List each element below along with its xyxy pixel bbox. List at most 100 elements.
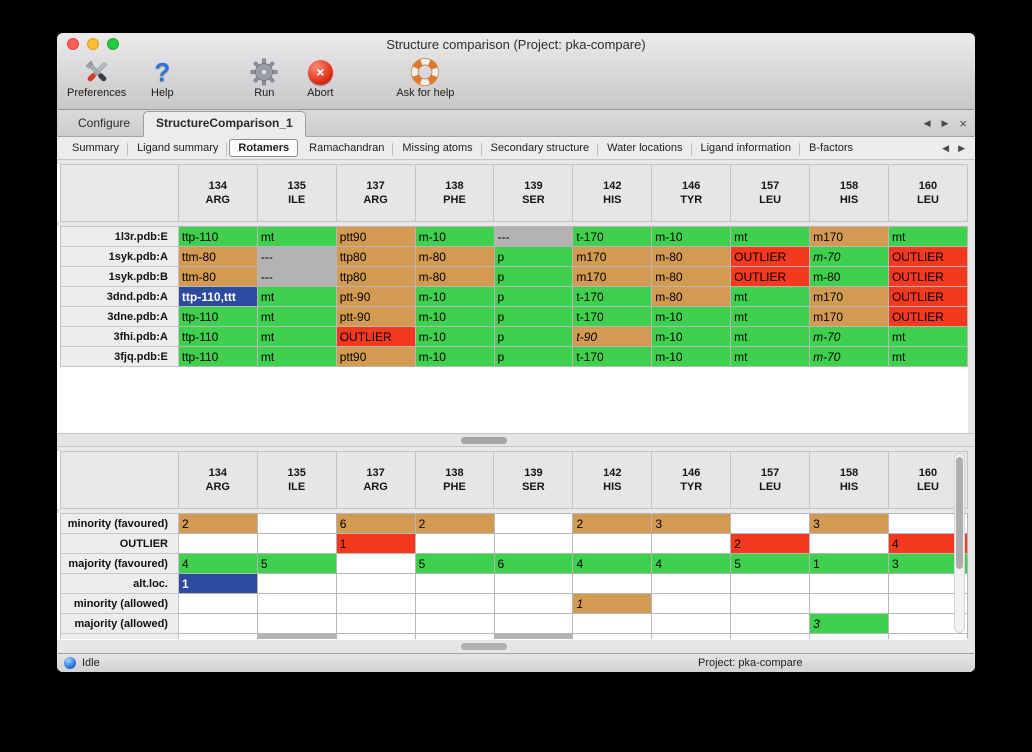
value-cell[interactable] — [177, 533, 258, 554]
value-cell[interactable]: --- — [256, 266, 337, 287]
value-cell[interactable]: m-10 — [651, 346, 732, 367]
value-cell[interactable]: p — [493, 346, 574, 367]
value-cell[interactable]: ttp-110 — [177, 226, 258, 247]
value-cell[interactable]: OUTLIER — [335, 326, 416, 347]
help-button[interactable]: ? Help — [142, 58, 182, 99]
subtab-ramachandran[interactable]: Ramachandran — [300, 139, 394, 157]
close-button[interactable] — [67, 38, 79, 50]
value-cell[interactable] — [177, 613, 258, 634]
value-cell[interactable] — [177, 593, 258, 614]
subtab-b-factors[interactable]: B-factors — [809, 142, 854, 154]
value-cell[interactable]: 1 — [572, 593, 653, 614]
tab-close-icon[interactable]: × — [959, 116, 967, 131]
value-cell[interactable]: 3 — [809, 613, 889, 634]
pane-splitter[interactable] — [57, 433, 975, 447]
value-cell[interactable] — [414, 573, 495, 594]
value-cell[interactable]: 4 — [177, 553, 258, 574]
column-header-138[interactable]: 138 PHE — [414, 451, 495, 509]
subtab-ligand-information[interactable]: Ligand information — [692, 139, 801, 157]
value-cell[interactable] — [493, 533, 574, 554]
value-cell[interactable]: OUTLIER — [730, 246, 811, 267]
value-cell[interactable]: t-170 — [572, 286, 653, 307]
value-cell[interactable]: OUTLIER — [887, 286, 968, 307]
value-cell[interactable]: 6 — [335, 513, 416, 534]
value-cell[interactable]: 5 — [730, 553, 811, 574]
value-cell[interactable]: 3 — [651, 513, 732, 534]
value-cell[interactable] — [809, 593, 889, 614]
value-cell[interactable]: t-170 — [572, 226, 653, 247]
value-cell[interactable]: mt — [730, 326, 811, 347]
value-cell[interactable]: m-10 — [651, 226, 732, 247]
value-cell[interactable]: ttp80 — [335, 246, 416, 267]
row-label[interactable]: OUTLIER — [60, 533, 179, 554]
value-cell[interactable] — [493, 613, 574, 634]
value-cell[interactable]: 3 — [809, 513, 889, 534]
value-cell[interactable]: OUTLIER — [887, 246, 968, 267]
subtab-summary[interactable]: Summary — [63, 139, 129, 157]
value-cell[interactable]: m-80 — [651, 246, 732, 267]
abort-button[interactable]: × Abort — [300, 58, 340, 99]
value-cell[interactable] — [651, 533, 732, 554]
value-cell[interactable]: 2 — [730, 533, 811, 554]
value-cell[interactable]: m170 — [572, 266, 653, 287]
value-cell[interactable] — [572, 613, 653, 634]
value-cell[interactable]: 2 — [177, 513, 258, 534]
value-cell[interactable]: p — [493, 286, 574, 307]
column-header-142[interactable]: 142 HIS — [572, 451, 653, 509]
tab-configure[interactable]: Configure — [78, 116, 131, 130]
row-label[interactable]: minority (allowed) — [60, 593, 179, 614]
column-header-146[interactable]: 146 TYR — [651, 164, 732, 222]
value-cell[interactable] — [730, 573, 811, 594]
value-cell[interactable]: m-10 — [414, 326, 495, 347]
value-cell[interactable]: --- — [256, 246, 337, 267]
value-cell[interactable]: mt — [887, 346, 968, 367]
value-cell[interactable]: OUTLIER — [887, 306, 968, 327]
column-header-157[interactable]: 157 LEU — [730, 164, 811, 222]
tab-structure-comparison-1[interactable]: StructureComparison_1 — [143, 111, 306, 137]
zoom-button[interactable] — [107, 38, 119, 50]
value-cell[interactable]: m-10 — [651, 326, 732, 347]
value-cell[interactable] — [730, 593, 811, 614]
value-cell[interactable] — [888, 513, 968, 534]
vertical-scrollbar[interactable] — [954, 453, 965, 633]
column-header-137[interactable]: 137 ARG — [335, 451, 416, 509]
value-cell[interactable]: m170 — [809, 286, 889, 307]
subtab-next-icon[interactable]: ▶ — [958, 142, 965, 153]
value-cell[interactable]: 5 — [256, 553, 337, 574]
value-cell[interactable]: ttp80 — [335, 266, 416, 287]
column-header-138[interactable]: 138 PHE — [414, 164, 495, 222]
value-cell[interactable]: mt — [256, 346, 337, 367]
value-cell[interactable]: m-10 — [414, 346, 495, 367]
column-header-160[interactable]: 160 LEU — [887, 164, 968, 222]
value-cell[interactable]: m-10 — [414, 306, 495, 327]
value-cell[interactable]: p — [493, 246, 574, 267]
value-cell[interactable]: mt — [730, 286, 811, 307]
column-header-137[interactable]: 137 ARG — [335, 164, 416, 222]
tab-next-icon[interactable]: ▶ — [941, 118, 949, 128]
value-cell[interactable]: ptt-90 — [335, 306, 416, 327]
value-cell[interactable]: 2 — [414, 513, 495, 534]
column-header-158[interactable]: 158 HIS — [809, 451, 889, 509]
value-cell[interactable]: t-170 — [572, 306, 653, 327]
value-cell[interactable]: mt — [256, 326, 337, 347]
value-cell[interactable]: OUTLIER — [887, 266, 968, 287]
value-cell[interactable]: m-70 — [809, 326, 889, 347]
value-cell[interactable]: mt — [887, 326, 968, 347]
value-cell[interactable] — [414, 533, 495, 554]
vertical-scrollbar-thumb[interactable] — [956, 457, 963, 569]
value-cell[interactable]: p — [493, 326, 574, 347]
value-cell[interactable] — [256, 613, 337, 634]
row-label[interactable]: majority (allowed) — [60, 613, 179, 634]
subtab-prev-icon[interactable]: ◀ — [942, 142, 950, 153]
value-cell[interactable]: 1 — [335, 533, 416, 554]
value-cell[interactable] — [572, 533, 653, 554]
value-cell[interactable]: 2 — [572, 513, 653, 534]
minimize-button[interactable] — [87, 38, 99, 50]
value-cell[interactable] — [809, 573, 889, 594]
value-cell[interactable]: ttp-110 — [177, 306, 258, 327]
value-cell[interactable]: --- — [493, 226, 574, 247]
preferences-button[interactable]: Preferences — [67, 58, 126, 99]
value-cell[interactable]: 4 — [651, 553, 732, 574]
value-cell[interactable]: mt — [256, 226, 337, 247]
row-label[interactable]: 3fjq.pdb:E — [60, 346, 179, 367]
